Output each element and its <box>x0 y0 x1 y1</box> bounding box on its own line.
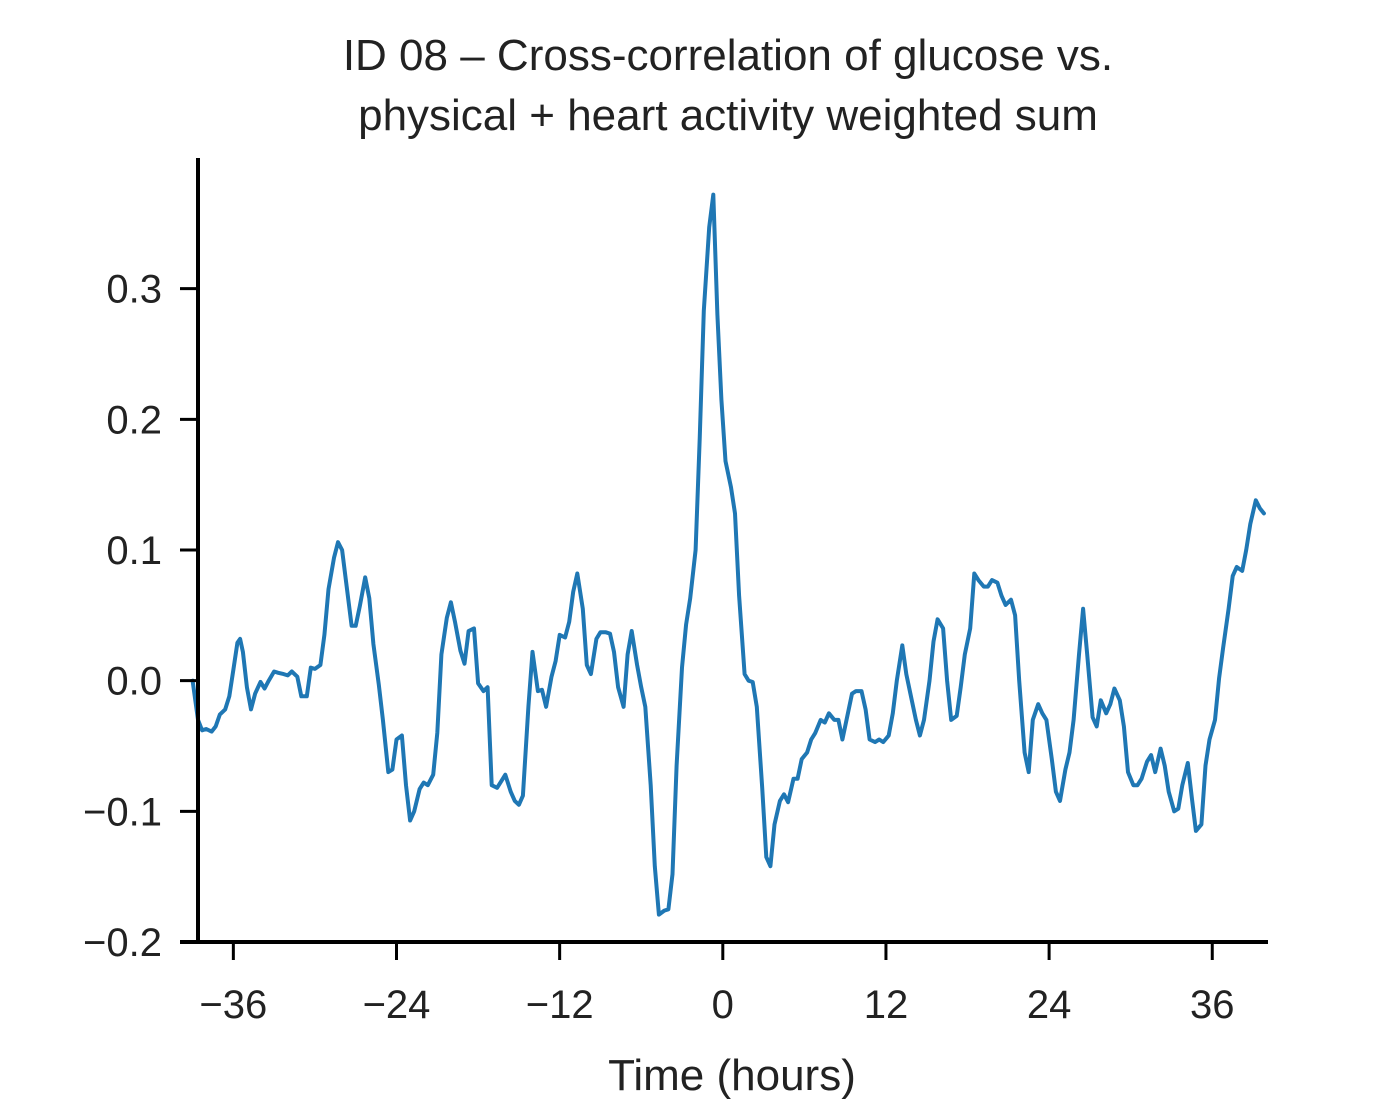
y-tick-label: −0.1 <box>83 790 162 834</box>
x-tick-label: 12 <box>864 983 909 1027</box>
x-tick-label: −24 <box>363 983 431 1027</box>
x-tick-label: 24 <box>1027 983 1072 1027</box>
chart-title-line-1: ID 08 – Cross-correlation of glucose vs. <box>343 31 1113 80</box>
y-tick-label: −0.2 <box>83 921 162 965</box>
x-tick-label: 0 <box>712 983 734 1027</box>
x-tick-label: 36 <box>1190 983 1235 1027</box>
y-axis-ticks: −0.2 −0.1 0.0 0.1 0.2 0.3 <box>83 268 198 965</box>
plot-area <box>190 192 1266 917</box>
chart-title-line-2: physical + heart activity weighted sum <box>358 91 1098 140</box>
y-tick-label: 0.1 <box>106 529 162 573</box>
y-tick-label: 0.3 <box>106 268 162 312</box>
x-axis-label: Time (hours) <box>608 1051 856 1100</box>
y-tick-label: 0.0 <box>106 660 162 704</box>
y-tick-label: 0.2 <box>106 398 162 442</box>
x-tick-label: −36 <box>199 983 267 1027</box>
x-tick-label: −12 <box>526 983 594 1027</box>
series-line <box>190 192 1266 917</box>
x-axis-ticks: −36 −24 −12 0 12 24 36 <box>199 942 1235 1027</box>
